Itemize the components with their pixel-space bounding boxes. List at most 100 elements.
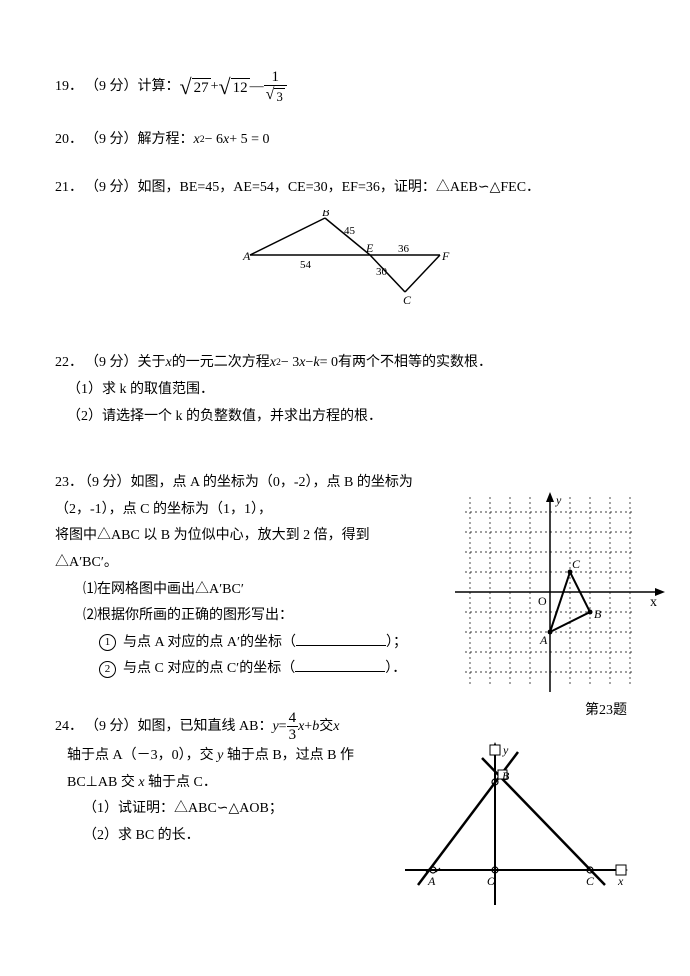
p24-l1x: x xyxy=(333,714,339,741)
p22-q2: （2）请选择一个 k 的负整数值，并求出方程的根． xyxy=(55,404,635,431)
p22-q1: （1）求 k 的取值范围． xyxy=(55,377,635,404)
p23-points: （9 分） xyxy=(85,475,131,490)
sqrt-12: √ 12 xyxy=(218,76,249,98)
p24-points: （9 分） xyxy=(85,714,138,741)
p24-line1: 24． （9 分） 如图，已知直线 AB： y = 4 3 x + b 交 x xyxy=(55,711,385,743)
p21-number: 21． xyxy=(55,175,83,202)
p20-number: 20． xyxy=(55,127,83,154)
p23-q2: ⑵根据你所画的正确的图形写出： xyxy=(55,603,425,630)
label-B: B xyxy=(594,607,602,621)
p22-l1b: 的一元二次方程 xyxy=(172,350,270,377)
radical-icon: √ xyxy=(266,87,275,103)
p23-q2b-post: ）． xyxy=(385,661,406,676)
sqrt-27: √ 27 xyxy=(180,76,211,98)
sqrt-3-body: 3 xyxy=(274,88,285,105)
p21-points: （9 分） xyxy=(85,175,138,202)
p20-label: 解方程： xyxy=(138,127,194,154)
sqrt-27-body: 27 xyxy=(192,78,211,97)
grid-plot-23: O A B C x y 第23题 xyxy=(450,492,670,722)
plus-sign: + xyxy=(211,74,219,101)
p23-q1: ⑴在网格图中画出△A′BC′ xyxy=(55,577,425,604)
figure-23: O A B C x y 第23题 xyxy=(450,492,670,727)
problem-20-line: 20． （9 分） 解方程： x2 − 6x + 5 = 0 xyxy=(55,127,635,154)
p22-l1a: 关于 xyxy=(138,350,166,377)
label-F: F xyxy=(441,249,450,263)
len-EF: 36 xyxy=(398,243,410,255)
radical-icon: √ xyxy=(180,76,192,98)
p22-l1c: 有两个不相等的实数根． xyxy=(338,350,492,377)
label-O: O xyxy=(538,594,547,608)
p22-points: （9 分） xyxy=(85,350,138,377)
p23-l2: 将图中△ABC 以 B 为位似中心，放大到 2 倍，得到△A′BC′。 xyxy=(55,523,425,576)
len-CE: 30 xyxy=(376,266,388,278)
label-B: B xyxy=(502,769,510,783)
label-A: A xyxy=(427,874,436,888)
label-C: C xyxy=(572,557,581,571)
p24-l2y: y xyxy=(217,748,227,763)
problem-20: 20． （9 分） 解方程： x2 − 6x + 5 = 0 xyxy=(55,127,635,154)
label-C: C xyxy=(403,293,412,307)
label-A: A xyxy=(539,633,548,647)
p23-q2b-pre: 与点 C 对应的点 C′的坐标（ xyxy=(123,661,295,676)
p22-eq-end: = 0 xyxy=(320,350,338,377)
problem-21-line: 21． （9 分） 如图，BE=45，AE=54，CE=30，EF=36，证明：… xyxy=(55,175,635,202)
problem-22-line1: 22． （9 分） 关于 x 的一元二次方程 x2 − 3x − k = 0 有… xyxy=(55,350,635,377)
blank-field[interactable] xyxy=(296,631,386,646)
p24-l3a: BC⊥AB 交 xyxy=(67,775,138,790)
problem-19: 19． （9 分） 计算： √ 27 + √ 12 — 1 √ 3 xyxy=(55,70,635,105)
minus-sign: — xyxy=(250,74,264,101)
y-axis-label: y xyxy=(555,493,562,507)
len-AE: 54 xyxy=(300,259,312,271)
label-A: A xyxy=(242,249,251,263)
p24-eq-eq: = xyxy=(279,714,287,741)
problem-21: 21． （9 分） 如图，BE=45，AE=54，CE=30，EF=36，证明：… xyxy=(55,175,635,320)
triangle-diagram-21: A B E F C 54 45 30 36 xyxy=(240,210,450,310)
p24-number: 24． xyxy=(55,714,83,741)
label-C: C xyxy=(586,874,595,888)
p20-eq-end: + 5 = 0 xyxy=(229,127,269,154)
p23-q2a-post: ）； xyxy=(386,635,407,650)
p24-l3b: 轴于点 C． xyxy=(148,775,217,790)
y-axis-label: y xyxy=(502,743,509,757)
frac-numerator: 1 xyxy=(269,70,281,85)
x-axis-label: x xyxy=(617,874,624,888)
p24-l1a: 如图，已知直线 AB： xyxy=(138,714,273,741)
label-O: O xyxy=(487,874,496,888)
radical-icon: √ xyxy=(218,76,230,98)
frac-denominator: √ 3 xyxy=(264,85,287,105)
p22-eq-mid: − 3 xyxy=(281,350,299,377)
p24-line2: 轴于点 A（－3，0），交 y 轴于点 B，过点 B 作 xyxy=(55,743,385,770)
fig23-caption: 第23题 xyxy=(585,701,627,718)
p24-eq-b: b xyxy=(312,714,319,741)
sqrt-3: √ 3 xyxy=(266,87,285,105)
circled-2-icon: 2 xyxy=(99,661,116,678)
frac-d: 3 xyxy=(287,726,299,743)
p24-l3x: x xyxy=(138,775,148,790)
p19-points: （9 分） xyxy=(85,74,138,101)
p20-eq-mid: − 6 xyxy=(205,127,223,154)
math-worksheet-page: 19． （9 分） 计算： √ 27 + √ 12 — 1 √ 3 xyxy=(0,0,690,901)
p24-l2b: 轴于点 B，过点 B 作 xyxy=(227,748,354,763)
frac-4-3: 4 3 xyxy=(287,711,299,743)
p23-q2b: 2 与点 C 对应的点 C′的坐标（ ）． xyxy=(55,656,425,683)
p24-l1b: 交 xyxy=(319,714,333,741)
figure-21: A B E F C 54 45 30 36 xyxy=(55,210,635,321)
p24-q2: （2）求 BC 的长． xyxy=(55,823,385,850)
p24-l2a: 轴于点 A（－3，0），交 xyxy=(67,748,217,763)
len-BE: 45 xyxy=(344,225,356,237)
problem-22: 22． （9 分） 关于 x 的一元二次方程 x2 − 3x − k = 0 有… xyxy=(55,350,635,430)
circled-1-icon: 1 xyxy=(99,634,116,651)
p24-eq-mid: + xyxy=(304,714,312,741)
p19-number: 19． xyxy=(55,74,83,101)
p24-q1: （1）试证明：△ABC∽△AOB； xyxy=(55,796,385,823)
p23-line1: 23．（9 分）如图，点 A 的坐标为（0，-2），点 B 的坐标为（2，-1）… xyxy=(55,470,425,523)
fraction-1-over-sqrt3: 1 √ 3 xyxy=(264,70,287,105)
blank-field[interactable] xyxy=(295,657,385,672)
frac-n: 4 xyxy=(287,711,299,726)
p23-q2a-pre: 与点 A 对应的点 A′的坐标（ xyxy=(123,635,296,650)
p22-number: 22． xyxy=(55,350,83,377)
axes-plot-24: A O C B y x xyxy=(400,740,630,910)
sqrt-12-body: 12 xyxy=(231,78,250,97)
p23-number: 23． xyxy=(55,475,83,490)
problem-19-line: 19． （9 分） 计算： √ 27 + √ 12 — 1 √ 3 xyxy=(55,70,635,105)
